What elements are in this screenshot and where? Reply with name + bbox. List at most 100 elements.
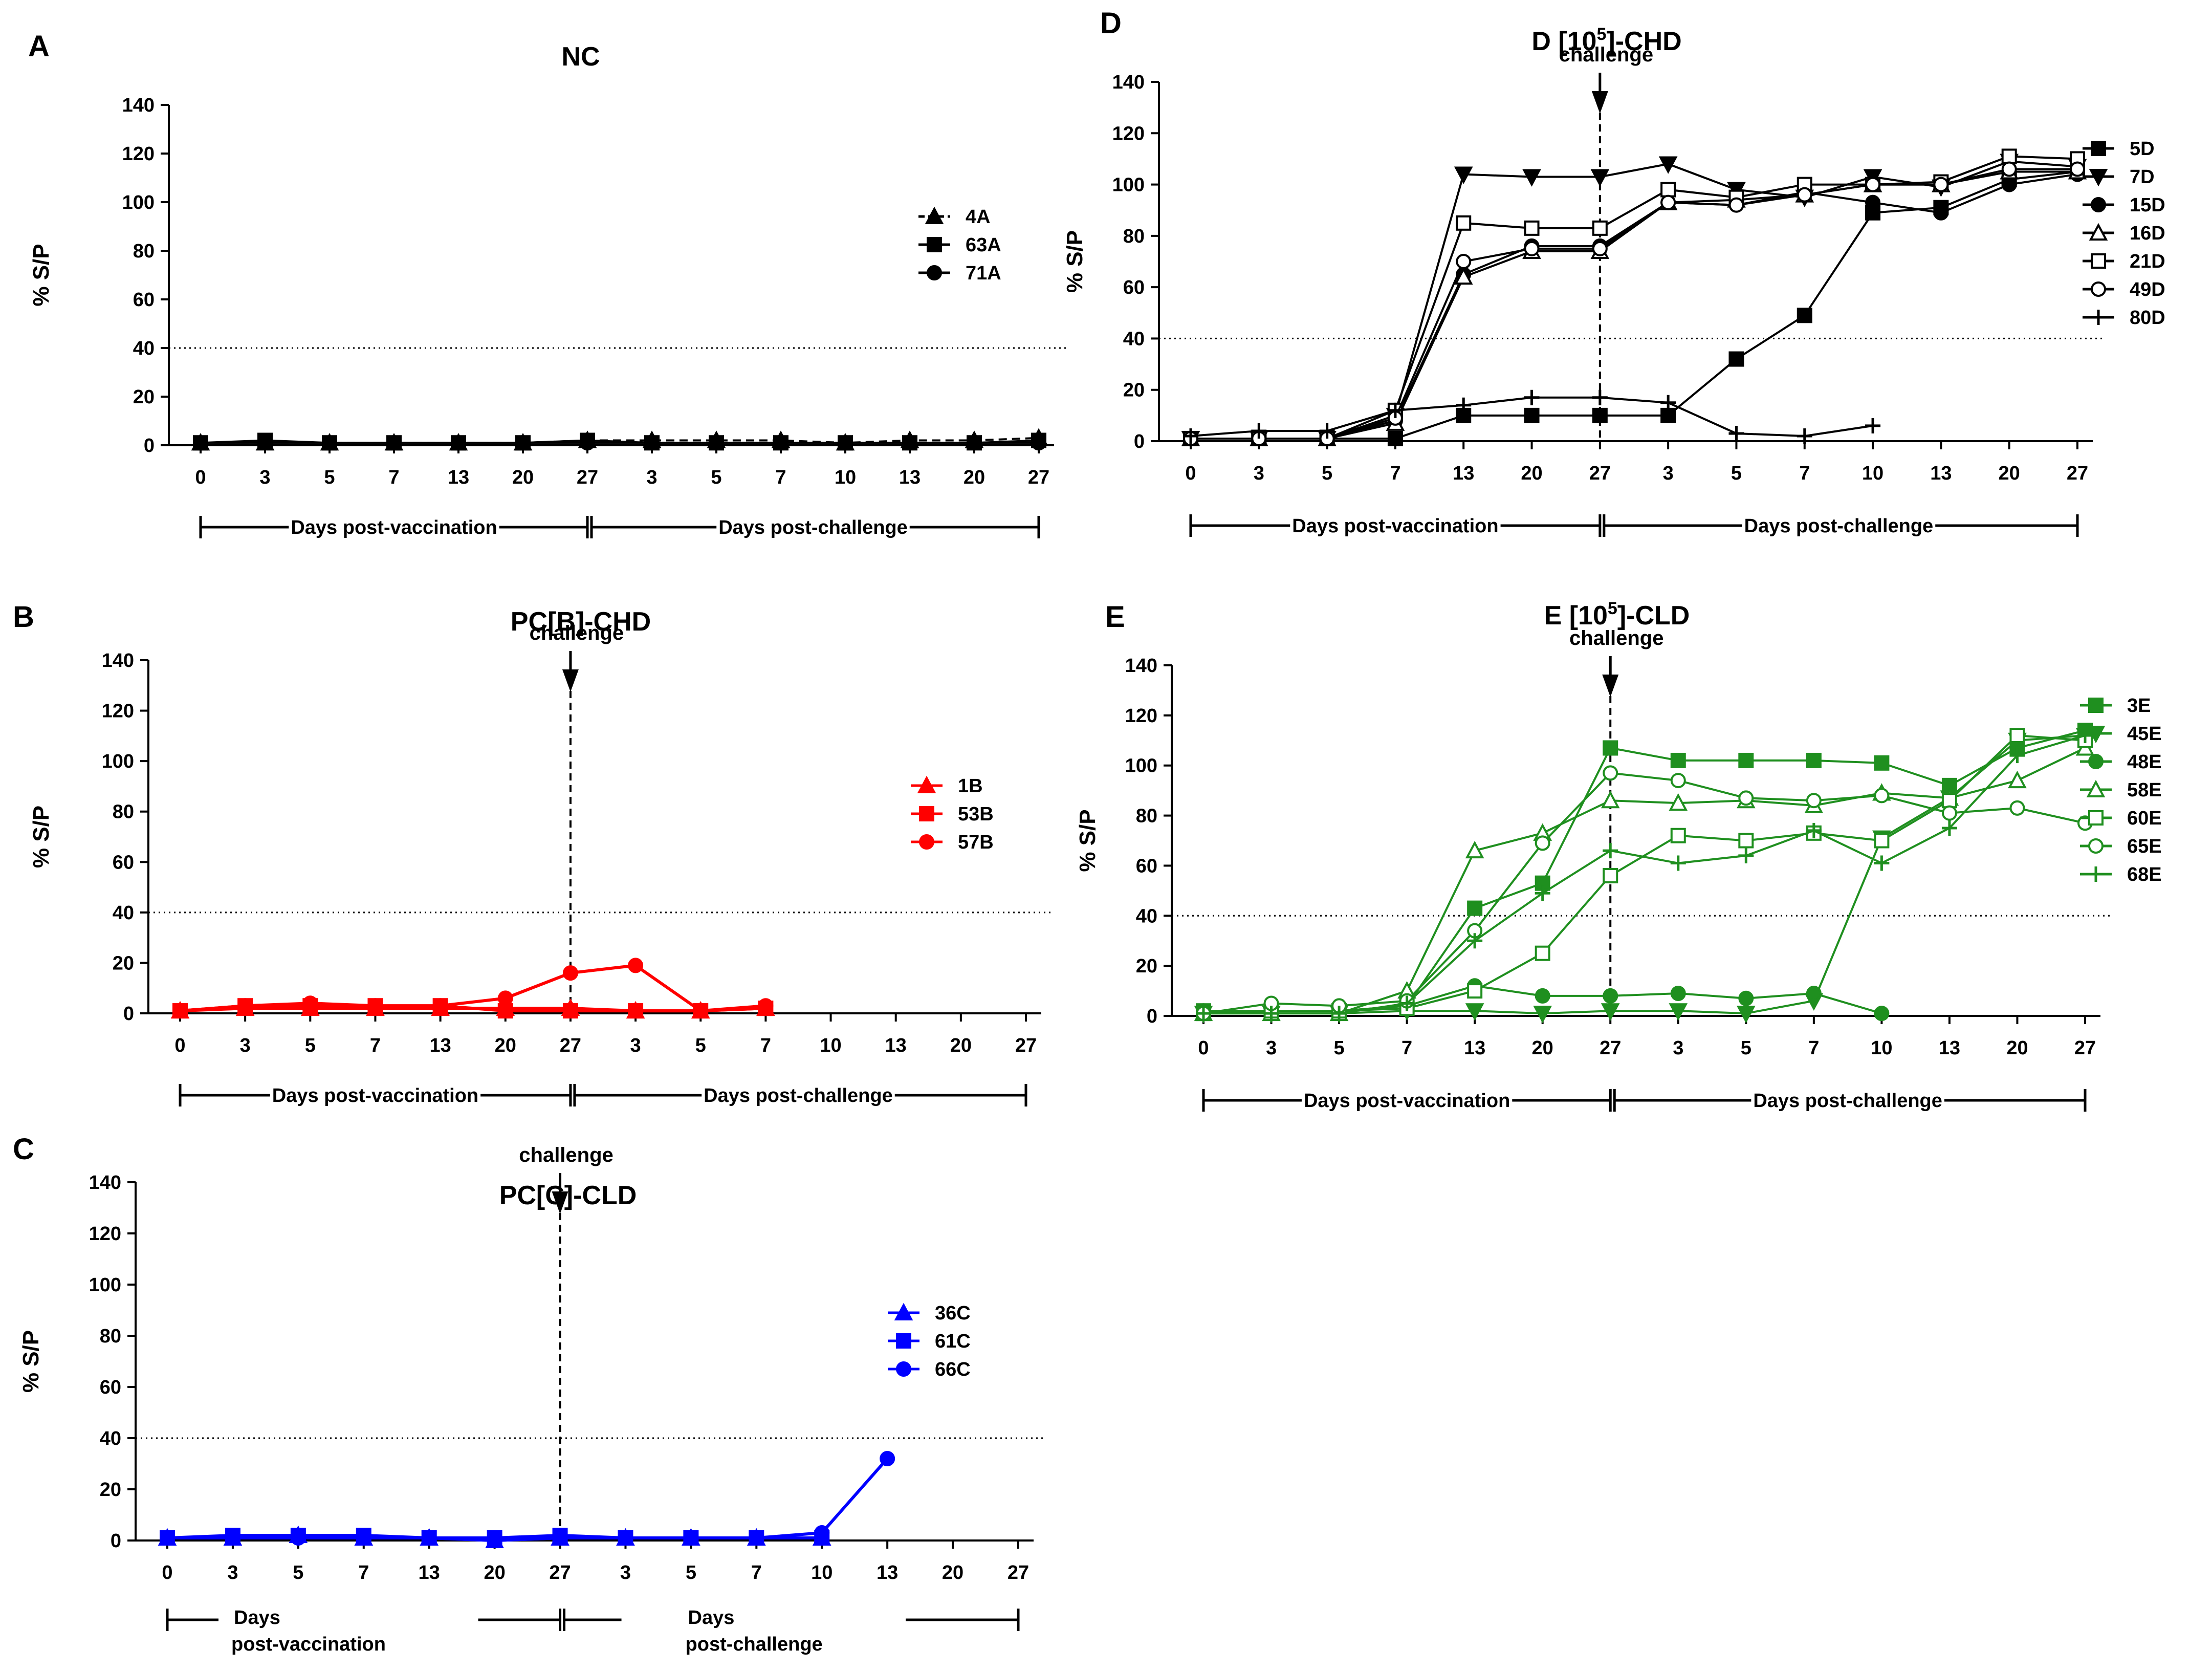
legend-marker-36C (894, 1303, 913, 1320)
panel-letter: E (1105, 600, 1125, 634)
point-48E-9 (1806, 985, 1822, 1001)
phase-label-challenge: Days post-challenge (686, 1607, 823, 1655)
point-5D-5 (1524, 407, 1540, 423)
x-tick-label: 3 (630, 1035, 641, 1056)
phase-label-bg (1742, 515, 1936, 537)
legend-label: 71A (966, 263, 1001, 284)
x-tick-label: 7 (1799, 463, 1810, 484)
point-53B-6 (562, 1003, 578, 1019)
legend-marker-4A (925, 206, 944, 224)
point-57B-7 (628, 958, 644, 973)
y-tick-label: 20 (1136, 956, 1157, 977)
point-66C-1 (225, 1530, 240, 1546)
series-line-21D (1191, 155, 2078, 440)
point-65E-12 (2009, 800, 2025, 816)
x-tick-label: 3 (1254, 463, 1264, 484)
x-tick-label: 3 (1663, 463, 1674, 484)
point-71A-10 (838, 435, 853, 451)
point-45E-8 (1736, 1006, 1756, 1024)
panel-b: B PC[B]-CHD 0 20 40 60 80 100 120 140 % S/P 0 3 5 7 13 2… (13, 600, 1054, 1106)
series-line-5D (1191, 170, 2078, 440)
point-21D-5 (1524, 220, 1540, 236)
y-tick-label: 120 (89, 1223, 121, 1245)
challenge-label: challenge (1569, 627, 1664, 649)
point-80D-3 (1387, 402, 1403, 418)
legend-marker-65E (2088, 838, 2104, 854)
x-tick-label: 27 (1015, 1035, 1037, 1056)
x-tick-label: 10 (820, 1035, 841, 1056)
point-21D-7 (1660, 182, 1676, 198)
point-53B-7 (628, 1003, 644, 1019)
y-tick-label: 140 (1112, 72, 1145, 93)
point-80D-2 (1319, 423, 1335, 439)
point-3E-4 (1467, 900, 1483, 916)
point-7D-6 (1590, 169, 1610, 187)
x-tick-label: 20 (495, 1035, 516, 1056)
y-axis-label: % S/P (29, 244, 54, 306)
y-tick-label: 120 (1112, 123, 1145, 144)
point-71A-8 (709, 435, 724, 451)
y-tick-label: 120 (122, 143, 155, 165)
legend-label: 1B (958, 775, 983, 797)
x-tick-label: 13 (1453, 463, 1474, 484)
legend-label: 49D (2130, 279, 2165, 300)
legend-label: 48E (2127, 751, 2162, 773)
x-tick-label: 20 (2006, 1037, 2028, 1059)
point-15D-12 (2001, 177, 2017, 192)
x-tick-label: 5 (711, 467, 721, 488)
legend-marker-21D (2091, 253, 2106, 269)
phase-label-vaccination: Days post-vaccination (1292, 515, 1498, 537)
chart-title: NC (561, 42, 600, 72)
legend-marker-53B (919, 806, 934, 821)
point-71A-3 (386, 435, 402, 451)
point-80D-1 (1251, 423, 1267, 439)
point-80D-0 (1183, 428, 1198, 444)
y-tick-label: 140 (122, 95, 155, 116)
x-tick-label: 27 (577, 467, 598, 488)
point-3E-9 (1806, 752, 1822, 768)
phase-label-vaccination: Days post-vaccination (1304, 1090, 1510, 1112)
x-tick-label: 5 (1731, 463, 1742, 484)
point-80D-7 (1660, 395, 1676, 410)
point-49D-8 (1728, 197, 1744, 213)
challenge-label: challenge (1559, 44, 1654, 66)
phase-label-challenge: Days post-challenge (1753, 1090, 1942, 1112)
y-tick-label: 0 (123, 1003, 134, 1025)
legend-marker-57B (919, 834, 934, 850)
point-60E-11 (1941, 793, 1957, 809)
y-tick-label: 60 (100, 1377, 121, 1398)
point-66C-0 (160, 1530, 175, 1546)
x-tick-label: 3 (1673, 1037, 1683, 1059)
point-49D-10 (1865, 177, 1881, 192)
point-57B-8 (693, 1003, 709, 1019)
challenge-arrow-icon (552, 1191, 568, 1214)
point-3E-6 (1603, 740, 1618, 756)
point-68E-5 (1535, 885, 1550, 901)
point-71A-11 (902, 435, 917, 451)
x-tick-label: 20 (942, 1562, 963, 1583)
point-21D-6 (1592, 220, 1608, 236)
point-65E-10 (1874, 788, 1890, 804)
point-7D-4 (1454, 166, 1473, 184)
x-tick-label: 27 (549, 1562, 571, 1583)
point-66C-8 (683, 1530, 699, 1546)
panel-d: D D [105]-CHD 0 20 40 60 80 100 120 140 % S/P 0 3 5 7 1… (1062, 7, 2165, 537)
y-tick-label: 40 (133, 338, 155, 359)
point-68E-12 (2009, 748, 2025, 764)
phase-label-vaccination: Days post-vaccination (231, 1607, 386, 1655)
point-80D-5 (1524, 389, 1540, 405)
x-tick-label: 7 (370, 1035, 381, 1056)
y-tick-label: 20 (113, 952, 134, 974)
point-49D-9 (1797, 187, 1812, 203)
legend-label: 80D (2130, 307, 2165, 329)
y-axis-label: % S/P (18, 1330, 43, 1393)
panel-letter: C (13, 1133, 34, 1166)
x-tick-label: 5 (305, 1035, 316, 1056)
phase-label-bg (1751, 1090, 1944, 1112)
series-line-60E (1203, 734, 2086, 1015)
x-tick-label: 10 (1862, 463, 1884, 484)
point-58E-6 (1601, 790, 1620, 809)
y-tick-label: 80 (113, 801, 134, 823)
y-tick-label: 80 (133, 241, 155, 262)
legend-label: 36C (935, 1303, 971, 1324)
